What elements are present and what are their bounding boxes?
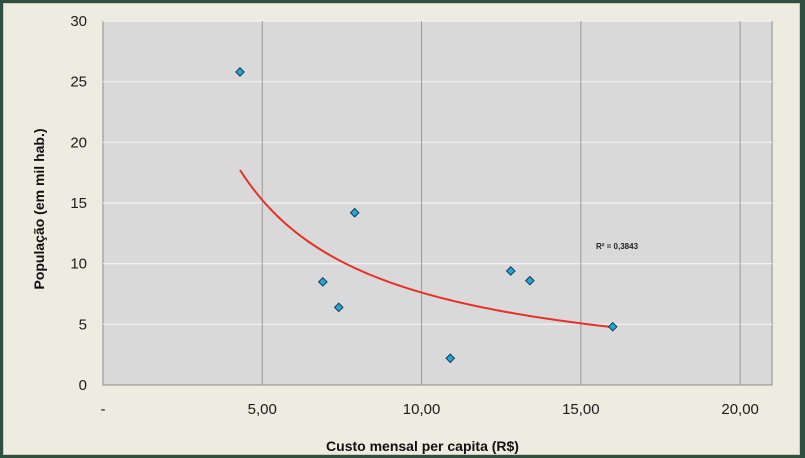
y-axis-title: População (em mil hab.): [31, 128, 47, 289]
x-tick-label: 20,00: [721, 401, 759, 418]
trendline-layer: [239, 169, 613, 329]
data-point: [505, 266, 516, 276]
y-tick-label: 5: [79, 316, 87, 333]
r-squared-label: R² = 0,3843: [596, 242, 639, 251]
chart-frame: 0 5 10 15 20 25 30 - 5,00 10,00 15,00 20,00 R² = 0,…: [3, 3, 800, 455]
data-points: [235, 67, 618, 364]
x-axis-title: Custo mensal per capita (R$): [326, 438, 519, 454]
y-tick-label: 10: [70, 256, 87, 273]
y-tick-label: 20: [70, 134, 87, 151]
data-point: [607, 321, 618, 332]
gridlines: [103, 20, 772, 385]
tick-labels: 0 5 10 15 20 25 30 - 5,00 10,00 15,00 20,00: [70, 13, 759, 418]
x-tick-label: -: [101, 401, 106, 418]
trendline: [239, 169, 613, 329]
x-tick-label: 5,00: [248, 401, 277, 418]
data-point: [317, 276, 328, 287]
data-point: [349, 207, 360, 218]
x-tick-label: 15,00: [562, 401, 600, 418]
x-tick-label: 10,00: [403, 401, 441, 418]
data-point: [333, 302, 344, 313]
y-tick-label: 25: [70, 74, 87, 91]
data-point: [235, 67, 245, 77]
data-point: [524, 275, 535, 286]
y-tick-label: 0: [79, 377, 87, 394]
y-tick-label: 15: [70, 195, 87, 212]
data-point: [445, 353, 456, 364]
y-tick-label: 30: [70, 13, 87, 30]
scatter-chart: 0 5 10 15 20 25 30 - 5,00 10,00 15,00 20,00 R² = 0,…: [31, 13, 773, 454]
